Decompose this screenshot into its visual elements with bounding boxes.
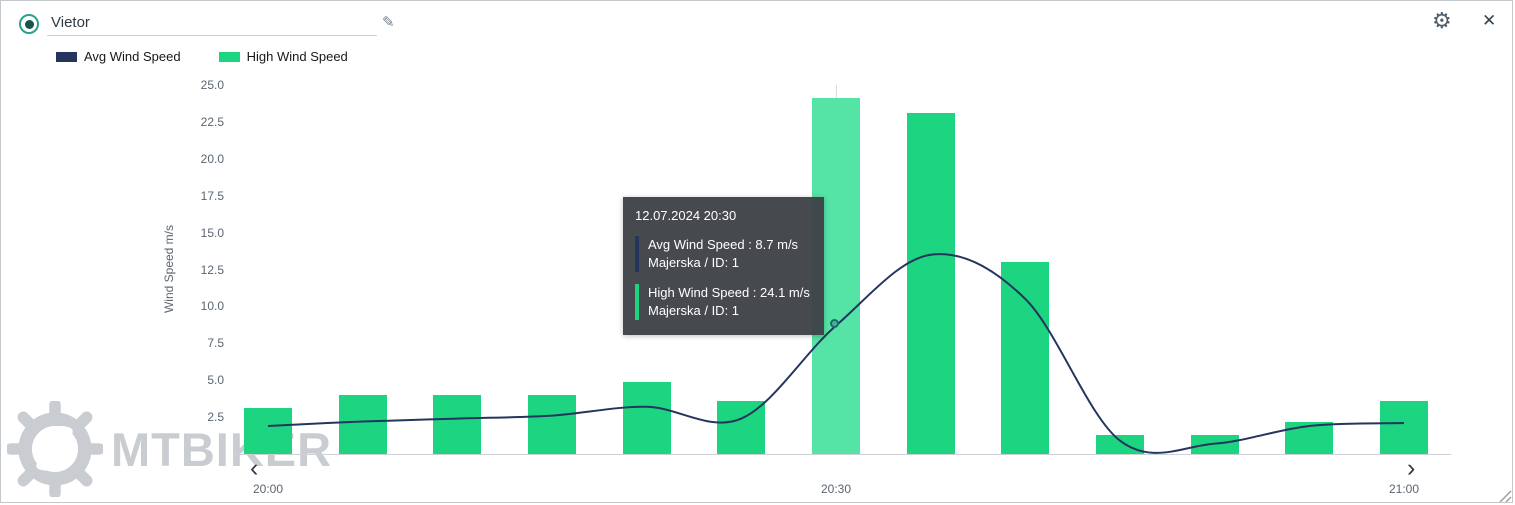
- mtbiker-gear-logo: [7, 401, 103, 497]
- high-wind-bar-20:40[interactable]: [1001, 262, 1050, 454]
- y-axis-tick-label: 15.0: [200, 225, 224, 240]
- tooltip-avg-value: Avg Wind Speed : 8.7 m/s: [648, 237, 799, 252]
- y-axis-title: Wind Speed m/s: [162, 224, 176, 314]
- settings-gear-icon[interactable]: ⚙: [1432, 8, 1452, 33]
- tooltip-avg-station: Majerska / ID: 1: [648, 255, 740, 270]
- legend-swatch-avg: [56, 51, 77, 62]
- y-axis-tick-label: 25.0: [200, 78, 224, 92]
- widget-title-input[interactable]: Vietor: [47, 11, 377, 36]
- legend-label-avg: Avg Wind Speed: [84, 49, 181, 64]
- tooltip-high-color-bar: [635, 284, 639, 320]
- high-wind-bar-20:15[interactable]: [528, 394, 576, 454]
- chart-legend: Avg Wind Speed High Wind Speed: [56, 49, 348, 64]
- scroll-left-chevron[interactable]: ‹: [250, 454, 259, 482]
- widget-title-text: Vietor: [51, 14, 90, 31]
- resize-handle-icon[interactable]: [1498, 489, 1512, 503]
- legend-label-high: High Wind Speed: [246, 49, 348, 64]
- close-icon[interactable]: ✕: [1482, 11, 1497, 30]
- high-wind-bar-20:05[interactable]: [338, 394, 387, 454]
- y-axis-tick-label: 12.5: [200, 262, 224, 277]
- edit-pencil-icon[interactable]: ✎: [382, 14, 395, 31]
- y-axis-tick-label: 7.5: [207, 336, 224, 351]
- high-wind-bar-20:10[interactable]: [433, 394, 482, 454]
- high-wind-bar-20:35[interactable]: [906, 113, 955, 454]
- tooltip-row-avg: Avg Wind Speed : 8.7 m/s Majerska / ID: …: [635, 236, 810, 272]
- watermark-text: MTBIKER: [111, 422, 333, 476]
- y-axis-tick-label: 17.5: [200, 188, 224, 203]
- legend-item-avg-wind-speed[interactable]: Avg Wind Speed: [56, 49, 181, 64]
- station-radio-icon[interactable]: [19, 14, 39, 34]
- high-wind-bar-20:25[interactable]: [717, 400, 766, 454]
- y-axis-tick-label: 20.0: [200, 151, 224, 166]
- tooltip-high-value: High Wind Speed : 24.1 m/s: [648, 285, 810, 300]
- scroll-right-chevron[interactable]: ›: [1407, 454, 1416, 482]
- legend-item-high-wind-speed[interactable]: High Wind Speed: [218, 49, 348, 64]
- x-axis-tick-label: 20:30: [820, 482, 852, 496]
- high-wind-bar-20:55[interactable]: [1285, 421, 1334, 454]
- high-wind-bar-20:00[interactable]: [244, 408, 292, 454]
- x-axis-tick-label: 20:00: [252, 482, 284, 496]
- tooltip-datetime: 12.07.2024 20:30: [635, 208, 737, 223]
- y-axis-tick-label: 2.5: [207, 410, 224, 425]
- high-wind-bar-20:45[interactable]: [1096, 434, 1144, 454]
- y-axis-tick-label: 10.0: [200, 299, 224, 314]
- high-wind-bar-21:00[interactable]: [1380, 400, 1428, 454]
- y-axis-tick-label: 5.0: [207, 373, 224, 388]
- x-axis-tick-label: 21:00: [1388, 482, 1420, 496]
- station-radio-dot: [24, 19, 34, 29]
- x-axis-line: [233, 454, 1451, 455]
- chart-tooltip: 12.07.2024 20:30 Avg Wind Speed : 8.7 m/…: [623, 197, 824, 335]
- tooltip-row-high: High Wind Speed : 24.1 m/s Majerska / ID…: [635, 284, 810, 320]
- tooltip-high-station: Majerska / ID: 1: [648, 303, 740, 318]
- hovered-point-marker[interactable]: [829, 319, 839, 329]
- high-wind-bar-20:50[interactable]: [1190, 434, 1239, 454]
- tooltip-avg-color-bar: [635, 236, 639, 272]
- high-wind-bar-20:20[interactable]: [622, 381, 671, 454]
- y-axis-tick-label: 22.5: [200, 114, 224, 129]
- legend-swatch-high: [218, 51, 240, 62]
